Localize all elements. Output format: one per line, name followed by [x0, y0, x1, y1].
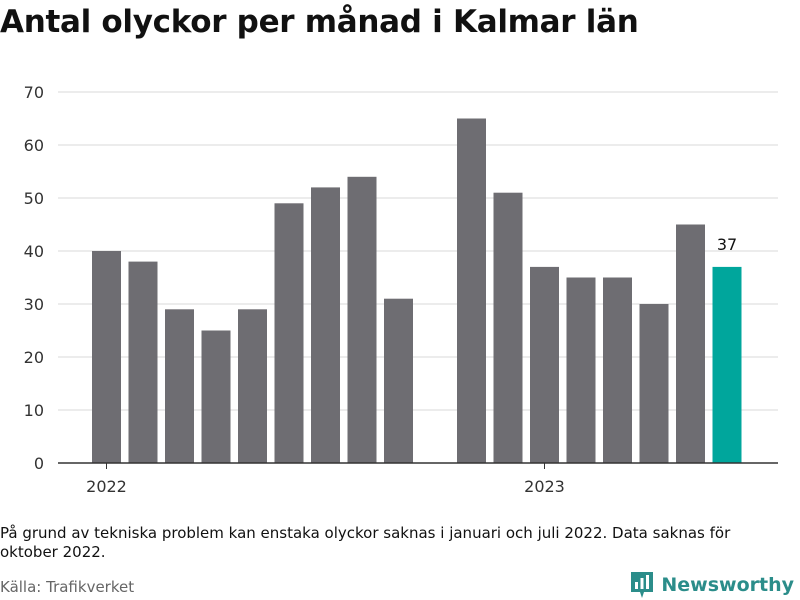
bar [311, 187, 340, 463]
y-tick-label: 70 [24, 83, 44, 102]
y-tick-label: 10 [24, 401, 44, 420]
data-labels: 37 [717, 235, 737, 254]
bar [457, 118, 486, 463]
bar [238, 309, 267, 463]
data-label: 37 [717, 235, 737, 254]
bar [274, 203, 304, 464]
y-tick-label: 60 [24, 136, 44, 155]
bar [92, 251, 121, 463]
y-tick-label: 0 [34, 454, 44, 473]
footnote: På grund av tekniska problem kan enstaka… [0, 524, 731, 561]
bar [384, 298, 413, 463]
chart-title: Antal olyckor per månad i Kalmar län [0, 4, 639, 40]
y-tick-label: 30 [24, 295, 44, 314]
y-tick-label: 40 [24, 242, 44, 261]
bars [92, 118, 742, 464]
y-tick-label: 20 [24, 348, 44, 367]
bar [201, 330, 231, 463]
bar [347, 176, 377, 464]
bar [566, 277, 596, 463]
brand-logo: Newsworthy [629, 570, 794, 600]
x-axis: 2022 2023 [58, 462, 778, 496]
x-tick-label: 2023 [524, 477, 565, 496]
source-credit: Källa: Trafikverket [0, 578, 135, 596]
y-axis-ticks: 0 10 20 30 40 50 60 70 [24, 83, 44, 473]
bar [639, 304, 669, 463]
bar [530, 266, 559, 463]
x-tick-label: 2022 [86, 477, 127, 496]
bar [493, 192, 523, 463]
brand-name: Newsworthy [661, 574, 794, 596]
bar [676, 224, 705, 463]
bar [165, 309, 194, 463]
y-tick-label: 50 [24, 189, 44, 208]
bar [128, 261, 158, 463]
bar-highlight [712, 266, 742, 463]
bar-chart: 0 10 20 30 40 50 60 70 2022 2023 37 [24, 83, 778, 496]
bar [603, 277, 632, 463]
newsworthy-logo-icon [631, 572, 654, 598]
